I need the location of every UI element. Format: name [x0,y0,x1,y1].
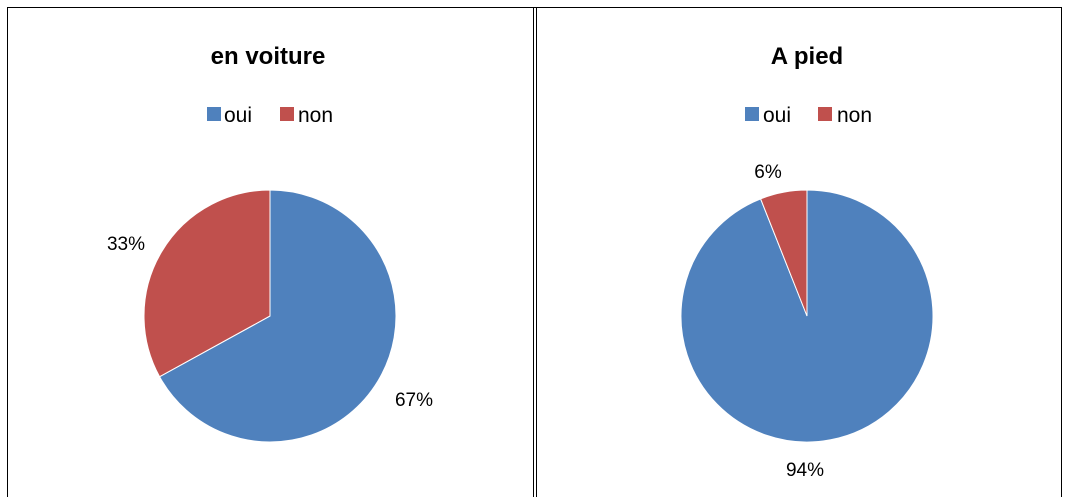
pie-slices [143,189,397,443]
legend: oui non [745,104,872,127]
chart-panel-a-pied: A pied oui non 94% 6% [537,0,1069,487]
legend-label-oui: oui [763,104,791,127]
pie-slice-non [759,189,808,317]
pie-chart-en-voiture: en voiture oui non 67% 33% [107,43,433,443]
pie-slice-oui [158,189,397,443]
pie-slices [680,189,934,443]
legend-label-non: non [837,104,872,127]
legend-label-oui: oui [224,104,252,127]
legend-swatch-non [280,107,294,121]
legend-swatch-oui [745,107,759,121]
pie-chart-a-pied: A pied oui non 94% 6% [680,43,934,481]
chart-title: en voiture [211,43,326,70]
chart-title: A pied [771,43,843,70]
legend-label-non: non [298,104,333,127]
panel-divider [533,7,537,497]
data-label-non: 6% [754,162,782,183]
pie-slice-non [143,189,271,378]
data-label-non: 33% [107,234,145,255]
data-label-oui: 94% [786,460,824,481]
data-label-oui: 67% [395,390,433,411]
legend-swatch-non [818,107,832,121]
legend-swatch-oui [207,107,221,121]
legend: oui non [207,104,333,127]
chart-panel-en-voiture: en voiture oui non 67% 33% [0,0,535,487]
chart-frame [7,7,1062,497]
